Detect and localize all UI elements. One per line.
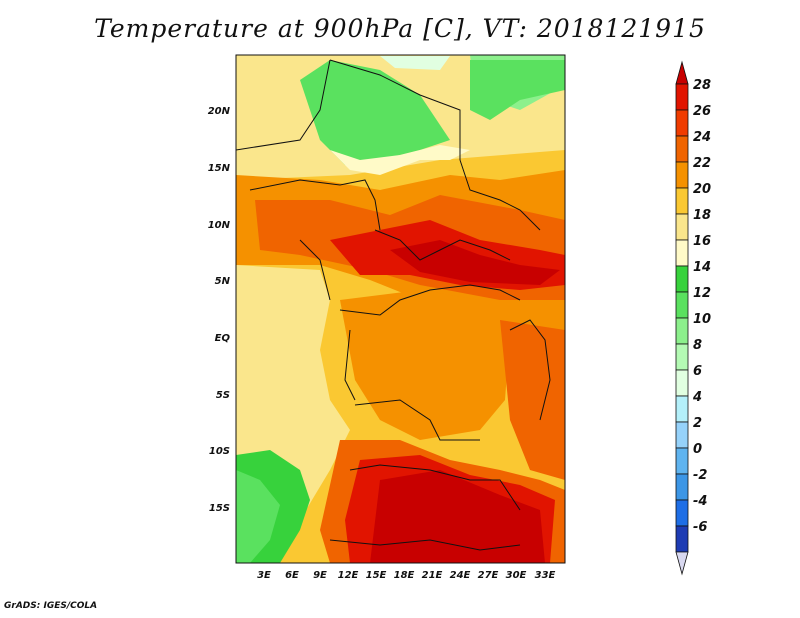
colorbar-tick-label: -4	[693, 494, 707, 509]
colorbar-swatch	[675, 421, 689, 449]
colorbar-swatch	[675, 83, 689, 111]
colorbar-tick-label: -6	[693, 520, 707, 535]
lon-tick-label: 12E	[338, 570, 359, 581]
lon-tick-label: 33E	[535, 570, 556, 581]
lon-tick-label: 3E	[257, 570, 271, 581]
colorbar-tick-label: 22	[693, 156, 711, 171]
lat-tick-label: 20N	[208, 106, 231, 117]
colorbar-tick-label: 18	[693, 208, 711, 223]
colorbar-swatch	[675, 369, 689, 397]
colorbar-tick-label: 2	[693, 416, 702, 431]
colorbar-tick-label: 12	[693, 286, 711, 301]
colorbar-top-arrow	[675, 60, 689, 85]
lat-tick-label: 5S	[216, 390, 230, 401]
lon-tick-label: 27E	[478, 570, 499, 581]
colorbar-swatch	[675, 265, 689, 293]
colorbar-tick-label: 6	[693, 364, 702, 379]
colorbar-swatch	[675, 239, 689, 267]
grads-credit: GrADS: IGES/COLA	[4, 601, 98, 611]
lon-tick-label: 9E	[313, 570, 327, 581]
colorbar-swatch	[675, 317, 689, 345]
colorbar-swatch	[675, 473, 689, 501]
map-title: Temperature at 900hPa [C], VT: 201812191…	[94, 14, 706, 43]
lon-tick-label: 6E	[285, 570, 299, 581]
colorbar-tick-label: 26	[693, 104, 711, 119]
colorbar-tick-label: 8	[693, 338, 702, 353]
temperature-field	[236, 55, 565, 563]
colorbar-tick-label: -2	[693, 468, 707, 483]
colorbar-tick-label: 24	[693, 130, 711, 145]
colorbar-bottom-arrow	[675, 551, 689, 576]
colorbar-swatch	[675, 291, 689, 319]
colorbar-swatch	[675, 447, 689, 475]
colorbar-swatch	[675, 395, 689, 423]
lon-ticks: 3E 6E 9E 12E 15E 18E 21E 24E 27E 30E 33E	[257, 570, 555, 581]
lon-tick-label: 15E	[366, 570, 387, 581]
lat-tick-label: 5N	[215, 276, 231, 287]
country-borders	[236, 59, 551, 551]
colorbar-swatch	[675, 109, 689, 137]
colorbar-swatch	[675, 499, 689, 527]
colorbar-swatch	[675, 213, 689, 241]
colorbar-tick-label: 10	[693, 312, 711, 327]
colorbar-swatch	[675, 187, 689, 215]
colorbar-swatch	[675, 343, 689, 371]
lat-ticks: 20N 15N 10N 5N EQ 5S 10S 15S	[208, 106, 231, 514]
colorbar-swatch	[675, 525, 689, 553]
lat-tick-label: 10S	[209, 446, 230, 457]
colorbar-tick-label: 4	[692, 390, 702, 405]
colorbar-tick-label: 14	[693, 260, 711, 275]
colorbar-tick-label: 20	[693, 182, 711, 197]
colorbar-tick-label: 16	[693, 234, 711, 249]
lat-tick-label: 15N	[208, 163, 231, 174]
lon-tick-label: 24E	[450, 570, 471, 581]
map-frame	[235, 54, 566, 564]
colorbar-swatch	[675, 135, 689, 163]
lat-tick-label: EQ	[215, 333, 231, 344]
lat-tick-label: 15S	[209, 503, 230, 514]
lon-tick-label: 18E	[394, 570, 415, 581]
lon-tick-label: 21E	[422, 570, 443, 581]
lon-tick-label: 30E	[506, 570, 527, 581]
colorbar-swatch	[675, 161, 689, 189]
colorbar-tick-label: 0	[693, 442, 702, 457]
colorbar-tick-label: 28	[693, 78, 711, 93]
lat-tick-label: 10N	[208, 220, 231, 231]
